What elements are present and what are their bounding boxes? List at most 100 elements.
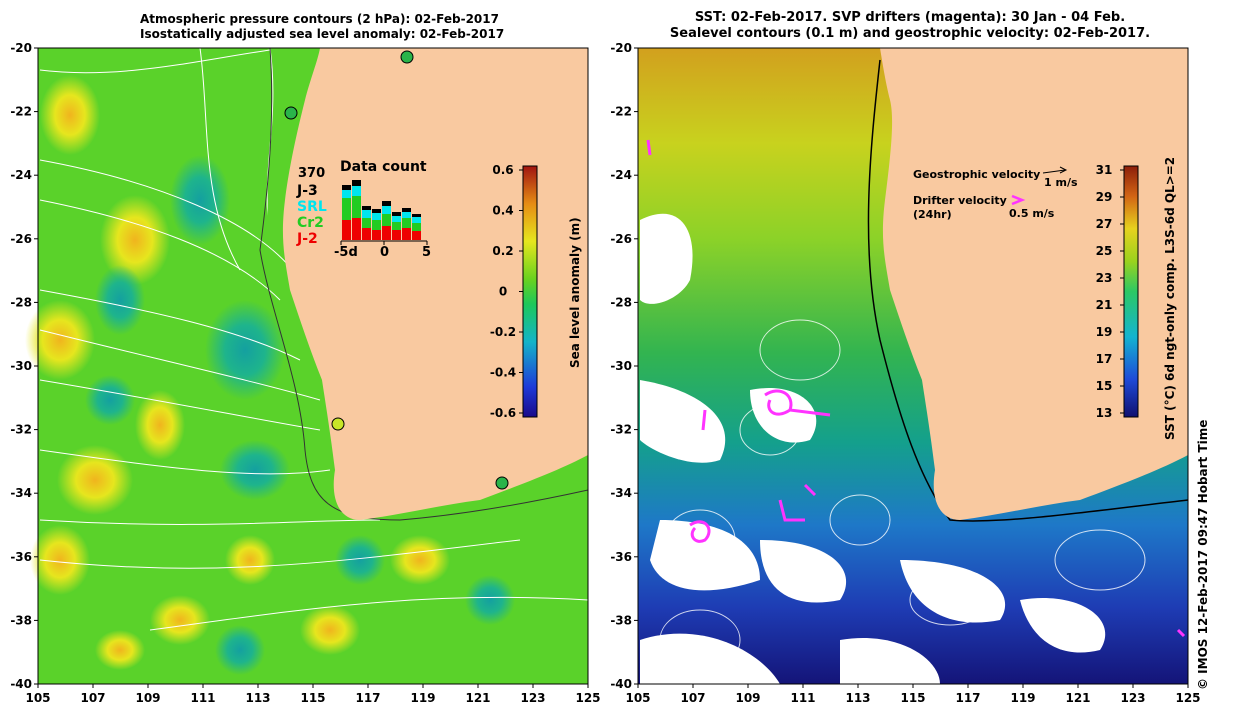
sst-colorbar-ticks: 31 29 27 25 23 21 19 17 15 13 <box>1096 163 1124 420</box>
drifter-velocity-label: Drifter velocity <box>913 194 1007 207</box>
right-xtick-label: 121 <box>1065 691 1090 705</box>
inset-bar-segment <box>362 206 371 210</box>
inset-bar-segment <box>412 223 421 231</box>
inset-mission-j2: J-2 <box>297 231 318 247</box>
inset-bar-segment <box>392 216 401 222</box>
left-ytick-label: -28 <box>10 295 32 309</box>
inset-bar-segment <box>382 214 391 226</box>
sst-colorbar-tick: 19 <box>1096 325 1113 339</box>
sst-colorbar-tick: 23 <box>1096 271 1113 285</box>
left-xtick-label: 125 <box>575 691 600 705</box>
inset-bar-segment <box>342 220 351 240</box>
inset-bars <box>342 180 421 240</box>
sst-colorbar-tick: 21 <box>1096 298 1113 312</box>
inset-mission-cr2: Cr2 <box>297 215 324 231</box>
inset-bar-segment <box>402 212 411 218</box>
drifter-velocity-scale: 0.5 m/s <box>1009 207 1055 220</box>
inset-bar-segment <box>392 212 401 216</box>
inset-bar-segment <box>362 218 371 228</box>
left-ytick-label: -26 <box>10 232 32 246</box>
left-ytick-label: -34 <box>10 486 32 500</box>
left-xtick-label: 109 <box>135 691 160 705</box>
right-title-line2: Sealevel contours (0.1 m) and geostrophi… <box>669 26 1151 41</box>
inset-xtick-0: -5d <box>334 245 358 260</box>
left-ytick-label: -38 <box>10 613 32 627</box>
inset-bar-segment <box>372 230 381 240</box>
australia-land <box>282 48 588 520</box>
right-ytick-label: -26 <box>610 232 632 246</box>
isobath-line <box>259 47 589 521</box>
right-xtick-label: 125 <box>1175 691 1200 705</box>
inset-bar-segment <box>372 209 381 213</box>
sst-colorbar-tick: 27 <box>1096 217 1113 231</box>
inset-bar-segment <box>352 196 361 218</box>
sst-colorbar-tick: 31 <box>1096 163 1113 177</box>
drifter-velocity-icon <box>1011 194 1026 206</box>
left-xtick-label: 117 <box>355 691 380 705</box>
left-xtick-label: 111 <box>190 691 215 705</box>
right-xtick-label: 107 <box>680 691 705 705</box>
left-xtick-label: 113 <box>245 691 270 705</box>
left-ytick-label: -22 <box>10 105 32 119</box>
right-xtick-label: 123 <box>1120 691 1145 705</box>
australia-land-right <box>880 48 1188 520</box>
inset-bar-segment <box>362 228 371 240</box>
inset-bar-segment <box>372 220 381 230</box>
tide-gauge-marker <box>284 106 298 120</box>
left-xtick-label: 105 <box>25 691 50 705</box>
right-ytick-label: -24 <box>610 168 632 182</box>
sla-colorbar-tick: -0.6 <box>490 406 516 420</box>
drifter-tracks <box>646 139 1186 638</box>
inset-bar-segment <box>372 213 381 220</box>
inset-bar-segment <box>402 208 411 212</box>
right-ytick-label: -40 <box>610 677 632 691</box>
tide-gauge-marker <box>331 417 345 431</box>
inset-xtick-1: 0 <box>380 245 390 260</box>
left-xtick-label: 119 <box>410 691 435 705</box>
right-xtick-label: 119 <box>1010 691 1035 705</box>
left-title-line1: Atmospheric pressure contours (2 hPa): 0… <box>140 12 499 26</box>
right-ytick-label: -34 <box>610 486 632 500</box>
left-ytick-label: -32 <box>10 423 32 437</box>
sla-colorbar <box>522 165 538 418</box>
right-ytick-label: -22 <box>610 105 632 119</box>
left-xtick-label: 107 <box>80 691 105 705</box>
inset-bar-segment <box>412 217 421 223</box>
sla-anomaly-blobs <box>25 75 515 675</box>
inset-bar-segment <box>352 218 361 240</box>
left-ytick-label: -36 <box>10 550 32 564</box>
inset-bar-segment <box>412 231 421 240</box>
inset-bar-segment <box>352 180 361 186</box>
inset-bar-segment <box>382 226 391 240</box>
inset-bar-segment <box>402 228 411 240</box>
sst-colorbar-label: SST (°C) 6d ngt-only comp. L3S-6d QL>=2 <box>1163 156 1177 440</box>
right-xtick-label: 111 <box>790 691 815 705</box>
right-ytick-label: -28 <box>610 295 632 309</box>
drifter-velocity-sub: (24hr) <box>913 208 952 221</box>
inset-bar-segment <box>382 206 391 214</box>
inset-bar-segment <box>342 198 351 220</box>
sla-colorbar-tick: 0.2 <box>492 244 513 258</box>
right-ytick-label: -32 <box>610 423 632 437</box>
inset-bar-segment <box>342 185 351 190</box>
geo-velocity-scale: 1 m/s <box>1044 176 1078 189</box>
left-ytick-label: -20 <box>10 41 32 55</box>
inset-count: 370 <box>298 166 326 181</box>
inset-mission-srl: SRL <box>297 199 327 215</box>
inset-bar-segment <box>392 222 401 230</box>
right-ytick-label: -20 <box>610 41 632 55</box>
right-xtick-label: 117 <box>955 691 980 705</box>
imos-credit: © IMOS 12-Feb-2017 09:47 Hobart Time <box>1196 419 1210 690</box>
data-count-inset <box>340 180 428 245</box>
right-xtick-label: 115 <box>900 691 925 705</box>
inset-bar-segment <box>402 218 411 228</box>
inset-xtick-2: 5 <box>422 245 432 260</box>
sla-colorbar-tick: 0.6 <box>492 163 513 177</box>
sla-colorbar-tick: 0.4 <box>492 204 513 218</box>
tide-gauge-marker <box>495 476 509 490</box>
inset-mission-j3: J-3 <box>297 183 318 199</box>
left-ytick-label: -40 <box>10 677 32 691</box>
leeuwin-current-line <box>867 59 1189 522</box>
